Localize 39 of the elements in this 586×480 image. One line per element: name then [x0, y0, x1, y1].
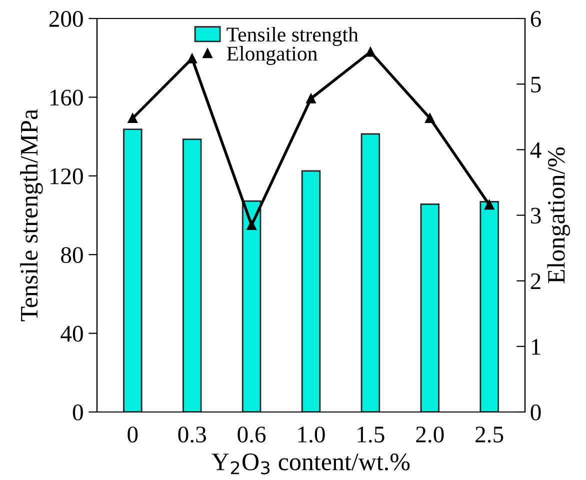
x-tick-label: 0.6 [238, 426, 266, 443]
point [306, 94, 316, 104]
x-tick-label: 2.0 [416, 426, 444, 443]
y2-tick-label: 2 [530, 273, 540, 290]
bar [242, 200, 262, 412]
bar [480, 200, 499, 412]
x-tick-label: 1.5 [358, 426, 384, 443]
x-tick-label: 1.0 [298, 426, 325, 443]
legend-label: Tensile strength [226, 26, 358, 46]
bar [301, 170, 321, 412]
point [425, 113, 435, 124]
point [128, 113, 138, 124]
y2-tick-label: 0 [530, 404, 541, 420]
y-tick-label: 40 [60, 326, 83, 342]
y2-tick-label: 6 [530, 11, 541, 27]
y2-tick-label: 3 [530, 208, 541, 224]
y2-tick-label: 5 [531, 76, 541, 93]
y2-axis-title: Elongation/% [547, 147, 570, 284]
x-tick-label: 2.5 [476, 426, 504, 443]
y-tick-label: 0 [72, 404, 83, 420]
y2-tick-label: 4 [530, 142, 542, 158]
bar [123, 128, 142, 412]
point [484, 200, 494, 210]
legend-label: Elongation [226, 46, 318, 65]
point [246, 220, 256, 230]
y-tick-label: 200 [49, 10, 83, 27]
y-tick-label: 120 [50, 168, 83, 184]
x-tick-label: 0.3 [178, 426, 206, 443]
y2-tick-label: 1 [532, 339, 540, 355]
y-tick-label: 80 [61, 247, 83, 264]
y-tick-label: 160 [50, 90, 83, 106]
point [187, 54, 197, 64]
x-tick-label: 0 [128, 426, 138, 443]
bar [420, 204, 440, 412]
x-axis-title: Y$_{2}$O$_{3}$ content/wt.% [212, 453, 410, 474]
bar [360, 133, 380, 412]
point [366, 47, 376, 57]
bar [182, 138, 202, 412]
y-axis-title: Tensile strength/MPa [20, 109, 43, 322]
